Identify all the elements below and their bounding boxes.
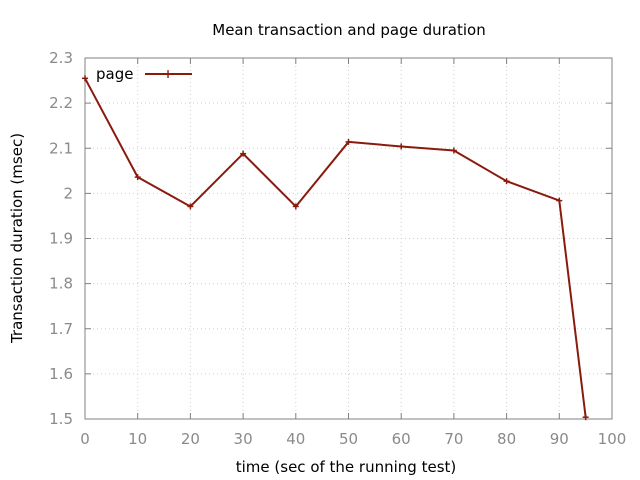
chart-title: Mean transaction and page duration (212, 21, 485, 39)
y-tick-label: 1.7 (49, 320, 73, 338)
data-point (82, 75, 88, 82)
data-point (582, 414, 589, 421)
grid-lines (85, 58, 612, 419)
data-point (240, 150, 247, 157)
y-tick-label: 1.6 (49, 365, 73, 383)
y-tick-label: 2.2 (49, 94, 73, 112)
y-axis-label: Transaction duration (msec) (8, 133, 26, 344)
x-tick-label: 70 (444, 430, 463, 448)
y-tick-label: 1.8 (49, 275, 73, 293)
x-tick-label: 30 (234, 430, 253, 448)
legend: page + (96, 65, 192, 83)
data-point (450, 147, 457, 154)
x-tick-label: 80 (497, 430, 516, 448)
legend-marker-page: + (163, 67, 173, 81)
y-tick-label: 1.5 (49, 410, 73, 428)
series-line-page (84, 77, 587, 418)
x-tick-label: 60 (392, 430, 411, 448)
series-layer (82, 75, 589, 421)
y-tick-label: 2 (63, 184, 73, 202)
data-point (556, 197, 563, 204)
data-point (398, 143, 405, 150)
x-tick-label: 0 (80, 430, 90, 448)
x-tick-label: 40 (286, 430, 305, 448)
x-tick-label: 50 (339, 430, 358, 448)
data-point (187, 203, 194, 210)
data-point (345, 138, 352, 145)
data-point (134, 174, 141, 181)
data-point (292, 203, 299, 210)
axis-ticks: 0 10 20 30 40 50 60 70 80 90 100 1.5 1.6 1.7 1.8 1.9 2 2.… (49, 49, 626, 448)
y-tick-label: 2.1 (49, 139, 73, 157)
legend-label-page: page (96, 65, 133, 83)
y-tick-label: 2.3 (49, 49, 73, 67)
x-axis-label: time (sec of the running test) (236, 458, 457, 476)
x-tick-label: 90 (550, 430, 569, 448)
x-tick-label: 20 (181, 430, 200, 448)
x-tick-label: 10 (128, 430, 147, 448)
x-tick-label: 100 (598, 430, 627, 448)
data-point (503, 178, 510, 185)
y-tick-label: 1.9 (49, 230, 73, 248)
